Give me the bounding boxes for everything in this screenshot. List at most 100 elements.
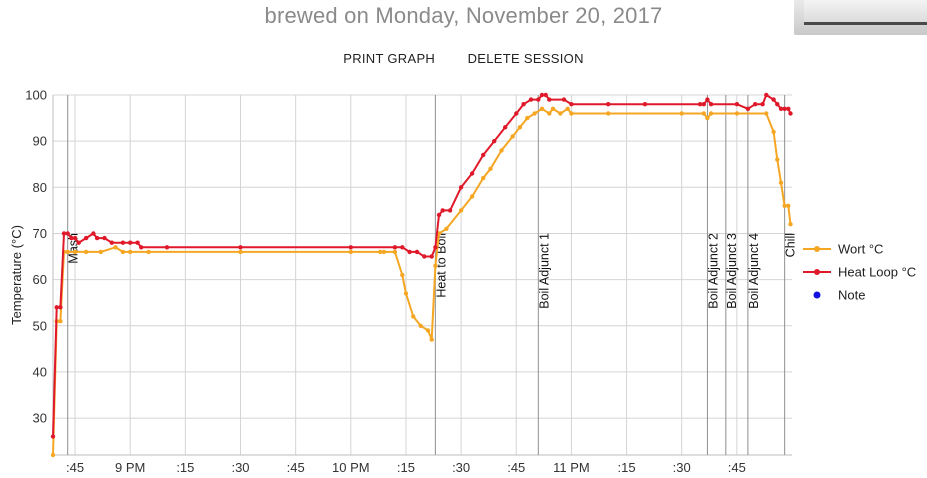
heat-loop-data-point: [414, 249, 420, 255]
legend-marker: [814, 269, 820, 275]
legend-marker: [814, 246, 820, 252]
wort-data-point: [606, 111, 611, 116]
wort-data-point: [764, 111, 769, 116]
wort-data-point: [481, 175, 486, 181]
x-tick-label: :15: [397, 460, 415, 475]
wort-data-point: [469, 194, 475, 199]
x-tick-label: :45: [728, 460, 746, 475]
annotation-label: Boil Adjunct 1: [537, 233, 551, 309]
wort-data-point: [429, 337, 434, 342]
heat-loop-data-point: [69, 235, 74, 241]
x-tick-label: :45: [287, 460, 305, 475]
heat-loop-data-point: [775, 102, 780, 107]
wort-data-point: [569, 111, 574, 116]
heat-loop-series-line: [52, 94, 792, 437]
heat-loop-data-point: [771, 97, 776, 102]
delete-session-button[interactable]: DELETE SESSION: [467, 51, 584, 66]
heat-loop-data-point: [65, 231, 70, 236]
heat-loop-data-point: [238, 245, 243, 250]
heat-loop-data-point: [139, 245, 144, 250]
legend-marker: [813, 291, 821, 299]
heat-loop-data-point: [708, 102, 714, 107]
wort-data-point: [83, 249, 89, 255]
heat-loop-data-point: [697, 102, 703, 107]
heat-loop-data-point: [753, 102, 758, 107]
wort-data-point: [488, 166, 493, 171]
temperature-chart[interactable]: 30 40 50 60 70 80 90 100:45 9 PM:15:30:45 10 PM:1…: [0, 70, 927, 478]
annotation-label: Boil Adjunct 4: [747, 233, 761, 309]
x-tick-label: 9 PM: [115, 460, 145, 475]
legend-label: Wort °C: [838, 242, 883, 257]
heat-loop-data-point: [642, 102, 648, 107]
heat-loop-data-point: [764, 92, 769, 98]
wort-data-point: [705, 115, 710, 121]
wort-data-point: [786, 203, 791, 208]
wort-data-point: [532, 111, 537, 116]
heat-loop-data-point: [705, 97, 710, 102]
heat-loop-data-point: [701, 102, 706, 107]
heat-loop-data-point: [429, 254, 434, 259]
wort-data-point: [558, 111, 563, 116]
wort-data-point: [547, 111, 552, 116]
heat-loop-data-point: [458, 185, 464, 190]
heat-loop-data-point: [481, 152, 486, 158]
wort-data-point: [708, 111, 714, 116]
heat-loop-data-point: [788, 111, 793, 116]
heat-loop-data-point: [503, 125, 508, 130]
wort-data-point: [238, 249, 243, 255]
x-tick-label: 11 PM: [553, 460, 590, 475]
x-tick-label: 10 PM: [332, 460, 370, 475]
y-tick-label: 90: [33, 134, 47, 149]
x-tick-label: :30: [231, 460, 249, 475]
legend-label: Heat Loop °C: [838, 265, 916, 280]
wort-data-point: [433, 263, 438, 268]
wort-data-point: [50, 452, 56, 458]
wort-data-point: [113, 245, 118, 250]
heat-loop-data-point: [547, 97, 552, 102]
heat-loop-data-point: [348, 245, 353, 250]
heat-loop-data-point: [786, 106, 791, 111]
wort-data-point: [65, 249, 70, 255]
heat-loop-data-point: [760, 102, 765, 107]
annotation-label: Boil Adjunct 3: [725, 233, 739, 309]
heat-loop-data-point: [58, 305, 63, 310]
wort-data-point: [510, 134, 515, 139]
heat-loop-data-point: [407, 249, 412, 255]
wort-data-point: [550, 106, 556, 111]
x-tick-label: :45: [507, 460, 525, 475]
heat-loop-data-point: [433, 245, 438, 250]
heat-loop-data-point: [745, 106, 751, 111]
x-tick-label: :30: [673, 460, 691, 475]
y-tick-label: 30: [33, 411, 47, 426]
wort-data-point: [348, 249, 353, 255]
heat-loop-data-point: [440, 208, 445, 213]
wort-series-line: [52, 107, 792, 456]
heat-loop-data-point: [164, 245, 170, 250]
wort-data-point: [381, 249, 387, 255]
wort-data-point: [775, 157, 780, 162]
y-tick-label: 80: [33, 180, 47, 195]
wort-data-point: [411, 314, 416, 319]
wort-data-point: [771, 129, 776, 135]
heat-loop-data-point: [539, 92, 545, 98]
heat-loop-data-point: [782, 106, 787, 111]
heat-loop-data-point: [72, 235, 78, 241]
session-title: brewed on Monday, November 20, 2017: [264, 3, 663, 28]
wort-data-point: [539, 106, 545, 111]
wort-data-point: [378, 249, 383, 255]
heat-loop-data-point: [120, 240, 126, 245]
wort-data-point: [525, 115, 530, 121]
heat-loop-data-point: [536, 97, 541, 102]
print-graph-button[interactable]: PRINT GRAPH: [343, 51, 436, 66]
heat-loop-data-point: [492, 139, 497, 144]
wort-data-point: [72, 249, 78, 255]
wort-data-point: [782, 203, 787, 208]
x-tick-label: :30: [452, 460, 470, 475]
heat-loop-data-point: [76, 240, 81, 245]
heat-loop-data-point: [734, 102, 740, 107]
heat-loop-data-point: [422, 254, 427, 259]
y-tick-label: 70: [33, 226, 47, 241]
heat-loop-data-point: [54, 305, 59, 310]
heat-loop-data-point: [469, 171, 475, 176]
y-tick-label: 50: [33, 318, 47, 333]
